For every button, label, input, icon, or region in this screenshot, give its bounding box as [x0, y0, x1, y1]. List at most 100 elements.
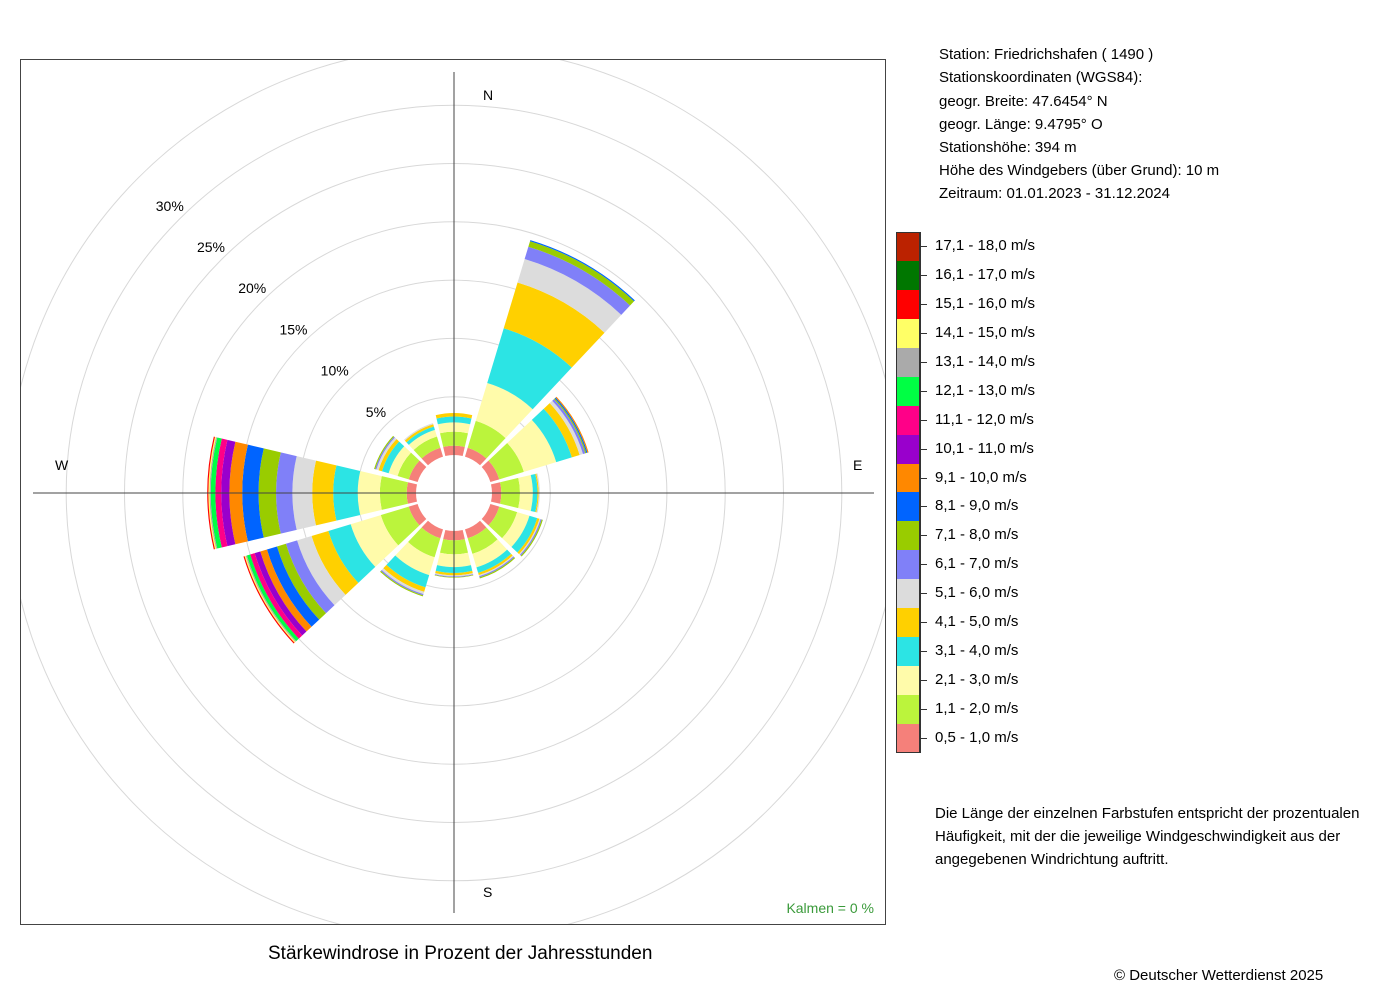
windrose-chart: N E S W 5% 10% 15% 20% 25% 30% — [21, 60, 885, 924]
legend-swatch — [896, 347, 920, 377]
legend-item: 1,1 - 2,0 m/s — [896, 695, 1096, 725]
station-longitude: geogr. Länge: 9.4795° O — [939, 116, 1103, 133]
rose-segment — [421, 447, 444, 466]
rose-segment — [507, 419, 557, 472]
rose-segment — [395, 541, 435, 576]
note-line-1: Die Länge der einzelnen Farbstufen entsp… — [935, 805, 1360, 822]
rose-segment — [549, 400, 584, 456]
rose-segment — [503, 282, 605, 368]
rose-segment — [543, 403, 580, 458]
rose-segment — [434, 573, 474, 577]
rose-segment — [464, 520, 487, 539]
rose-segment — [285, 540, 335, 614]
legend-item: 5,1 - 6,0 m/s — [896, 579, 1096, 609]
rose-segment — [328, 524, 376, 583]
legend-label: 8,1 - 9,0 m/s — [935, 497, 1019, 515]
legend-tick — [921, 651, 927, 653]
legend-tick — [921, 622, 927, 624]
direction-label-south: S — [483, 884, 492, 900]
rose-segment — [524, 246, 631, 315]
legend-label: 16,1 - 17,0 m/s — [935, 265, 1036, 283]
legend-tick — [921, 535, 927, 537]
legend-item: 3,1 - 4,0 m/s — [896, 637, 1096, 667]
rose-segment — [517, 518, 540, 555]
rose-segment — [552, 399, 586, 455]
legend-tick — [921, 593, 927, 595]
station-latitude: geogr. Breite: 47.6454° N — [939, 93, 1108, 110]
legend-tick — [921, 274, 927, 276]
legend-item: 6,1 - 7,0 m/s — [896, 550, 1096, 580]
legend-swatch — [896, 608, 920, 638]
station-elevation: Stationshöhe: 394 m — [939, 139, 1077, 156]
legend-label: 0,5 - 1,0 m/s — [935, 728, 1019, 746]
rose-segment — [487, 328, 572, 410]
rose-segment — [406, 426, 435, 445]
legend-label: 12,1 - 13,0 m/s — [935, 381, 1036, 399]
rose-segment — [464, 447, 487, 466]
direction-label-west: W — [55, 457, 69, 473]
legend-item: 11,1 - 12,0 m/s — [896, 405, 1096, 435]
rose-segment — [531, 408, 572, 463]
legend-tick — [921, 419, 927, 421]
rose-segment — [536, 473, 540, 513]
plot-frame: N E S W 5% 10% 15% 20% 25% 30% Kalmen = 0 % — [20, 59, 886, 925]
rose-segment — [383, 564, 426, 592]
legend-swatch — [896, 579, 920, 609]
note-line-2: Häufigkeit, mit der die jeweilige Windge… — [935, 828, 1341, 845]
legend-item: 16,1 - 17,0 m/s — [896, 260, 1096, 290]
legend-label: 10,1 - 11,0 m/s — [935, 439, 1034, 457]
rose-segment — [381, 568, 425, 595]
legend-swatch — [896, 637, 920, 667]
legend-tick — [921, 246, 927, 247]
rose-segment — [481, 503, 500, 526]
legend-label: 9,1 - 10,0 m/s — [935, 468, 1027, 486]
rose-segment — [520, 519, 543, 557]
rose-segment — [311, 530, 359, 595]
legend-swatch — [896, 434, 920, 464]
legend-label: 6,1 - 7,0 m/s — [935, 555, 1019, 573]
legend-swatch — [896, 521, 920, 551]
legend-swatch — [896, 666, 920, 696]
rose-segment — [408, 429, 437, 450]
legend-tick — [921, 390, 927, 392]
rose-segment — [386, 555, 430, 588]
rose-segment — [472, 539, 508, 568]
legend-label: 7,1 - 8,0 m/s — [935, 526, 1019, 544]
direction-label-east: E — [853, 457, 862, 473]
direction-label-north: N — [483, 87, 493, 103]
note-line-3: angegebenen Windrichtung auftritt. — [935, 851, 1169, 868]
rose-segment — [479, 556, 515, 578]
legend-swatch — [896, 550, 920, 580]
legend-label: 4,1 - 5,0 m/s — [935, 613, 1019, 631]
rose-segment — [374, 435, 395, 470]
legend-tick — [921, 709, 927, 711]
legend-label: 2,1 - 3,0 m/s — [935, 671, 1019, 689]
rose-segment — [467, 527, 498, 554]
legend-tick — [921, 303, 927, 305]
legend-tick — [921, 448, 927, 450]
legend-tick — [921, 361, 927, 363]
rose-segment — [519, 519, 542, 556]
time-period: Zeitraum: 01.01.2023 - 31.12.2024 — [939, 185, 1170, 202]
rose-segment — [535, 473, 539, 513]
legend-swatch — [896, 376, 920, 406]
rose-segment — [266, 546, 320, 627]
legend-tick — [921, 332, 927, 334]
rose-segment — [381, 441, 405, 474]
rose-segment — [388, 446, 411, 476]
rose-segment — [517, 259, 622, 333]
copyright: © Deutscher Wetterdienst 2025 — [1114, 967, 1324, 984]
rose-segment — [408, 503, 427, 526]
rose-segment — [350, 515, 399, 567]
legend-swatch — [896, 405, 920, 435]
legend-swatch — [896, 463, 920, 493]
station-coordinates-heading: Stationskoordinaten (WGS84): — [939, 69, 1143, 86]
chart-title: Stärkewindrose in Prozent der Jahresstun… — [268, 943, 653, 964]
rose-segment — [276, 543, 327, 620]
rose-segment — [479, 557, 516, 579]
ring-label: 5% — [366, 404, 386, 420]
legend-item: 10,1 - 11,0 m/s — [896, 434, 1096, 464]
legend-label: 5,1 - 6,0 m/s — [935, 584, 1019, 602]
rose-segment — [519, 518, 541, 555]
calm-label: Kalmen = 0 % — [786, 900, 874, 916]
